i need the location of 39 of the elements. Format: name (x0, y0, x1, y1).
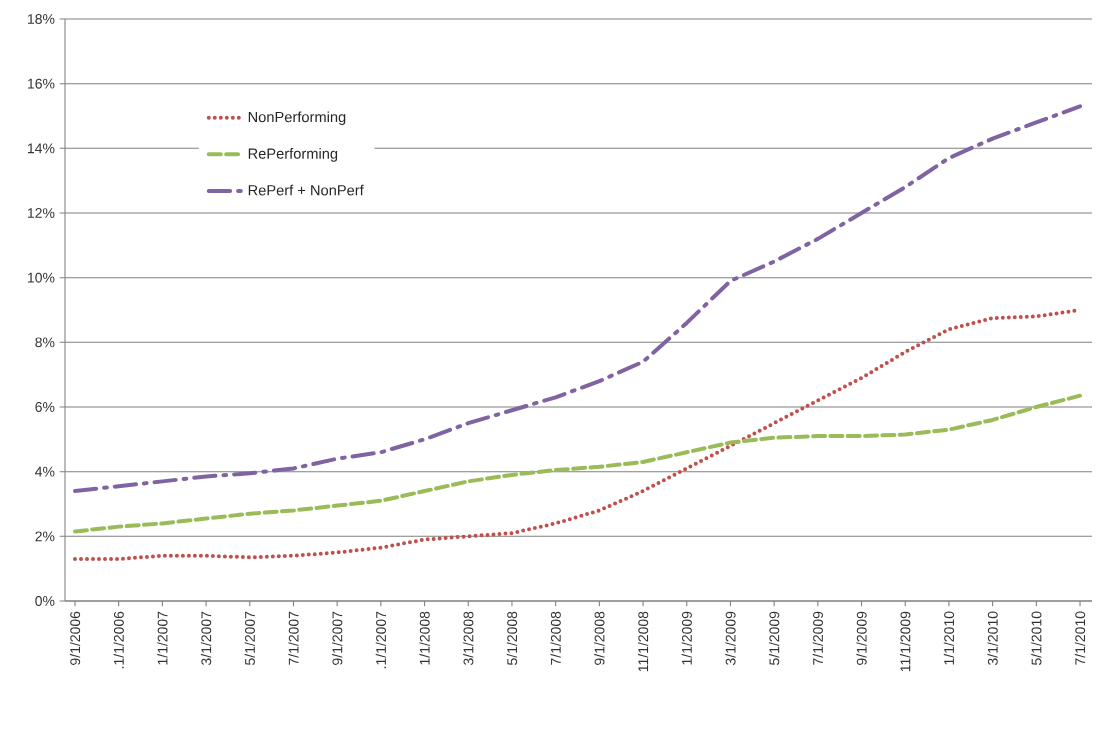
x-tick-label: .1/1/2007 (375, 611, 387, 669)
y-tick-label: 10% (28, 272, 55, 283)
x-tick-label: 9/1/2009 (856, 611, 867, 665)
line-series (73, 393, 1083, 534)
line-series (73, 104, 1083, 494)
x-tick-label: 5/1/2008 (506, 611, 518, 665)
y-tick-label: 8% (35, 337, 55, 348)
x-tick-label: 9/1/2008 (594, 611, 605, 665)
x-tick-label: 9/1/2006 (69, 611, 81, 665)
y-tick-label: 2% (35, 531, 55, 542)
x-tick-label: 7/1/2007 (288, 611, 299, 665)
x-tick-label: 3/1/2009 (725, 611, 736, 666)
x-tick-label: 7/1/2008 (550, 611, 561, 665)
y-tick-label: 6% (35, 402, 55, 412)
x-tick-label: 3/1/2008 (463, 611, 474, 666)
x-tick-label: 1/1/2008 (419, 611, 430, 665)
x-tick-label: 5/1/2007 (244, 611, 255, 665)
x-tick-label: 3/1/2007 (200, 611, 212, 666)
x-tick-label: 1/1/2009 (681, 611, 692, 665)
legend-label: NonPerforming (248, 111, 346, 126)
x-tick-label: 9/1/2007 (332, 611, 343, 665)
x-tick-label: 11/1/2008 (637, 611, 649, 672)
y-tick-label: 4% (35, 466, 55, 477)
y-tick-label: 12% (28, 208, 55, 218)
x-tick-label: 11/1/2009 (900, 611, 911, 672)
x-tick-label: 7/1/2009 (812, 611, 823, 665)
y-tick-label: 16% (28, 78, 55, 89)
x-tick-label: 1/1/2007 (157, 611, 168, 665)
y-tick-label: 18% (28, 14, 55, 24)
y-tick-label: 14% (28, 143, 55, 154)
y-tick-label: 0% (35, 596, 55, 606)
x-tick-label: 5/1/2009 (769, 611, 780, 665)
legend-label: RePerf + NonPerf (248, 184, 364, 196)
x-tick-label: .1/1/2006 (113, 611, 124, 669)
x-tick-label: 7/1/2010 (1074, 611, 1086, 665)
x-tick-label: 3/1/2010 (987, 611, 998, 666)
x-tick-label: 1/1/2010 (943, 611, 955, 665)
legend-label: RePerforming (248, 148, 338, 162)
x-tick-label: 5/1/2010 (1031, 611, 1042, 665)
